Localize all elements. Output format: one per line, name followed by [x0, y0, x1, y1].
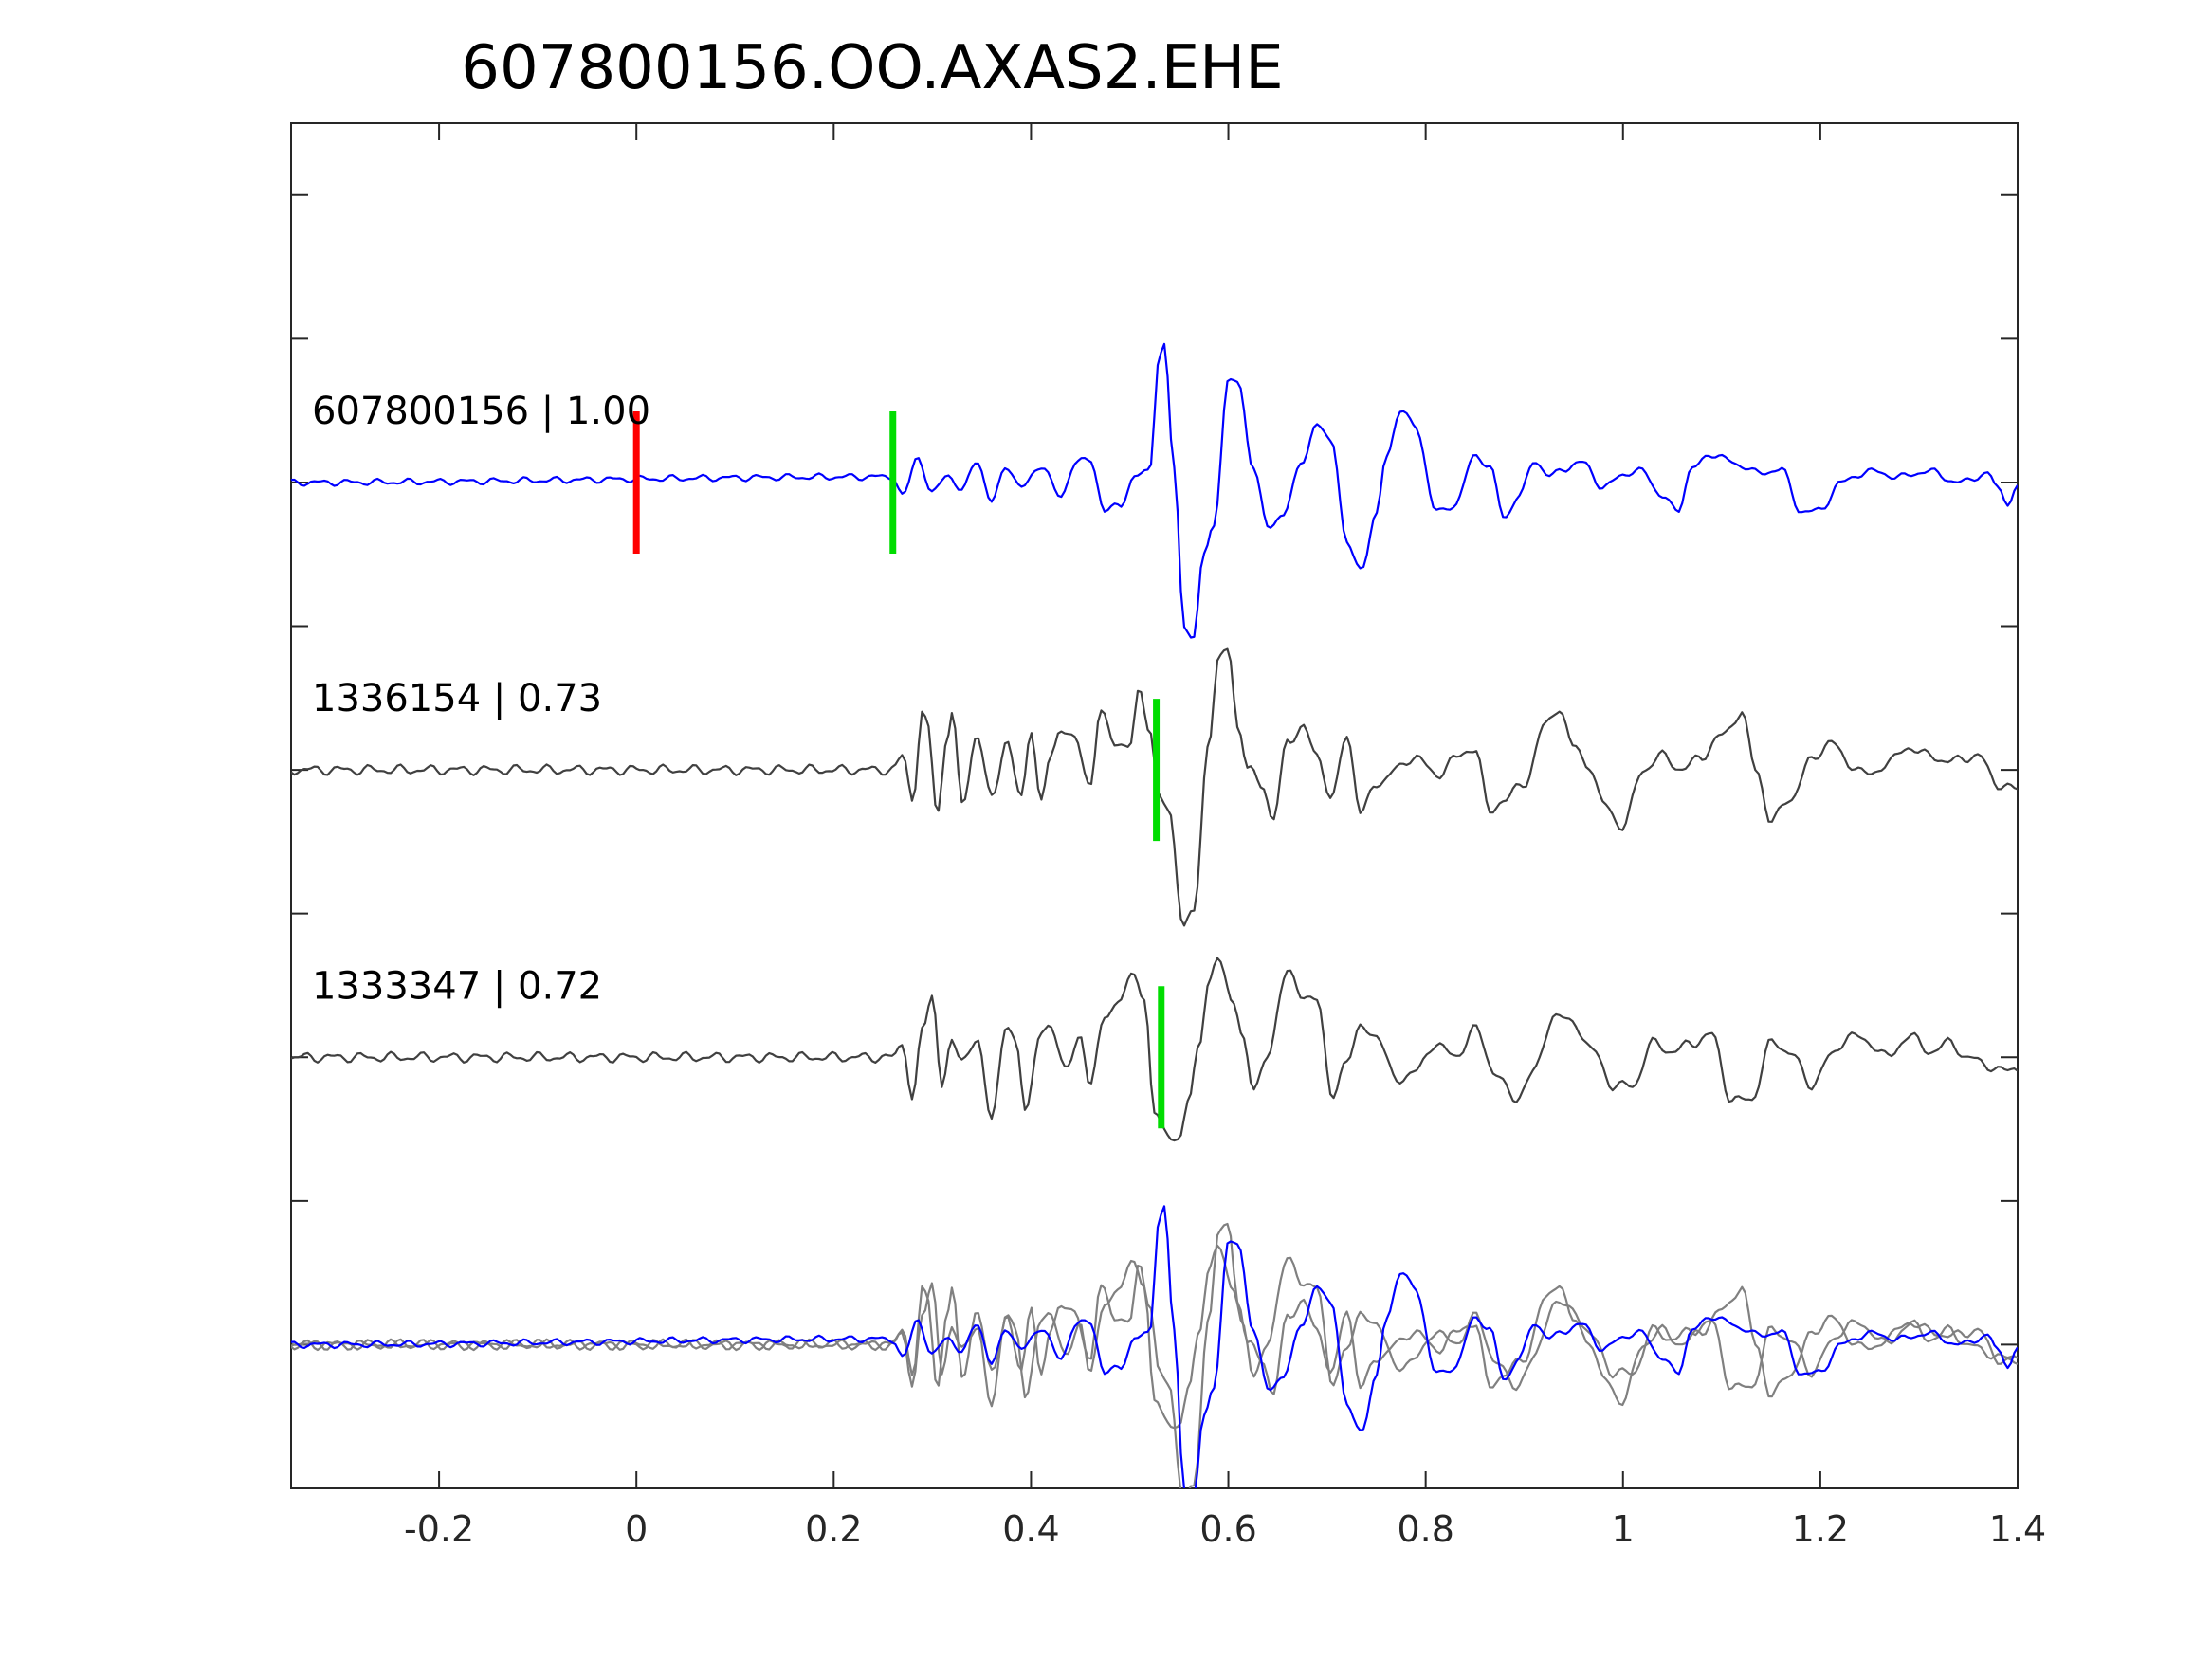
trace-labels: 607800156 | 1.00 1336154 | 0.73 1333347 | …: [312, 390, 650, 1008]
pick-markers: [632, 410, 1165, 1129]
x-tick-label: 0: [625, 1508, 648, 1550]
trace-label: 1333347 | 0.72: [312, 964, 602, 1008]
overlay-trace: [291, 1205, 2018, 1488]
overlay-trace: [291, 1244, 2018, 1430]
x-tick-label: 1.2: [1792, 1508, 1849, 1550]
x-tick-label: 1: [1612, 1508, 1635, 1550]
trace-label: 1336154 | 0.73: [312, 677, 602, 720]
plot-frame: [290, 122, 2019, 1489]
x-tick-label: 0.2: [805, 1508, 862, 1550]
x-tick-label: 0.8: [1397, 1508, 1453, 1550]
x-tick-label: -0.2: [404, 1508, 474, 1550]
waveform-trace: [291, 342, 2018, 639]
plot-axes: -0.2 0 0.2 0.4 0.6 0.8 1 1.2 1.4: [290, 122, 2046, 1550]
x-tick-label: 0.4: [1002, 1508, 1059, 1550]
plot-traces: [291, 342, 2018, 1488]
chart-title: 607800156.OO.AXAS2.EHE: [461, 33, 1283, 103]
x-tick-label: 0.6: [1199, 1508, 1256, 1550]
trace-label: 607800156 | 1.00: [312, 390, 650, 433]
x-tick-label: 1.4: [1989, 1508, 2046, 1550]
waveform-trace: [291, 957, 2018, 1142]
